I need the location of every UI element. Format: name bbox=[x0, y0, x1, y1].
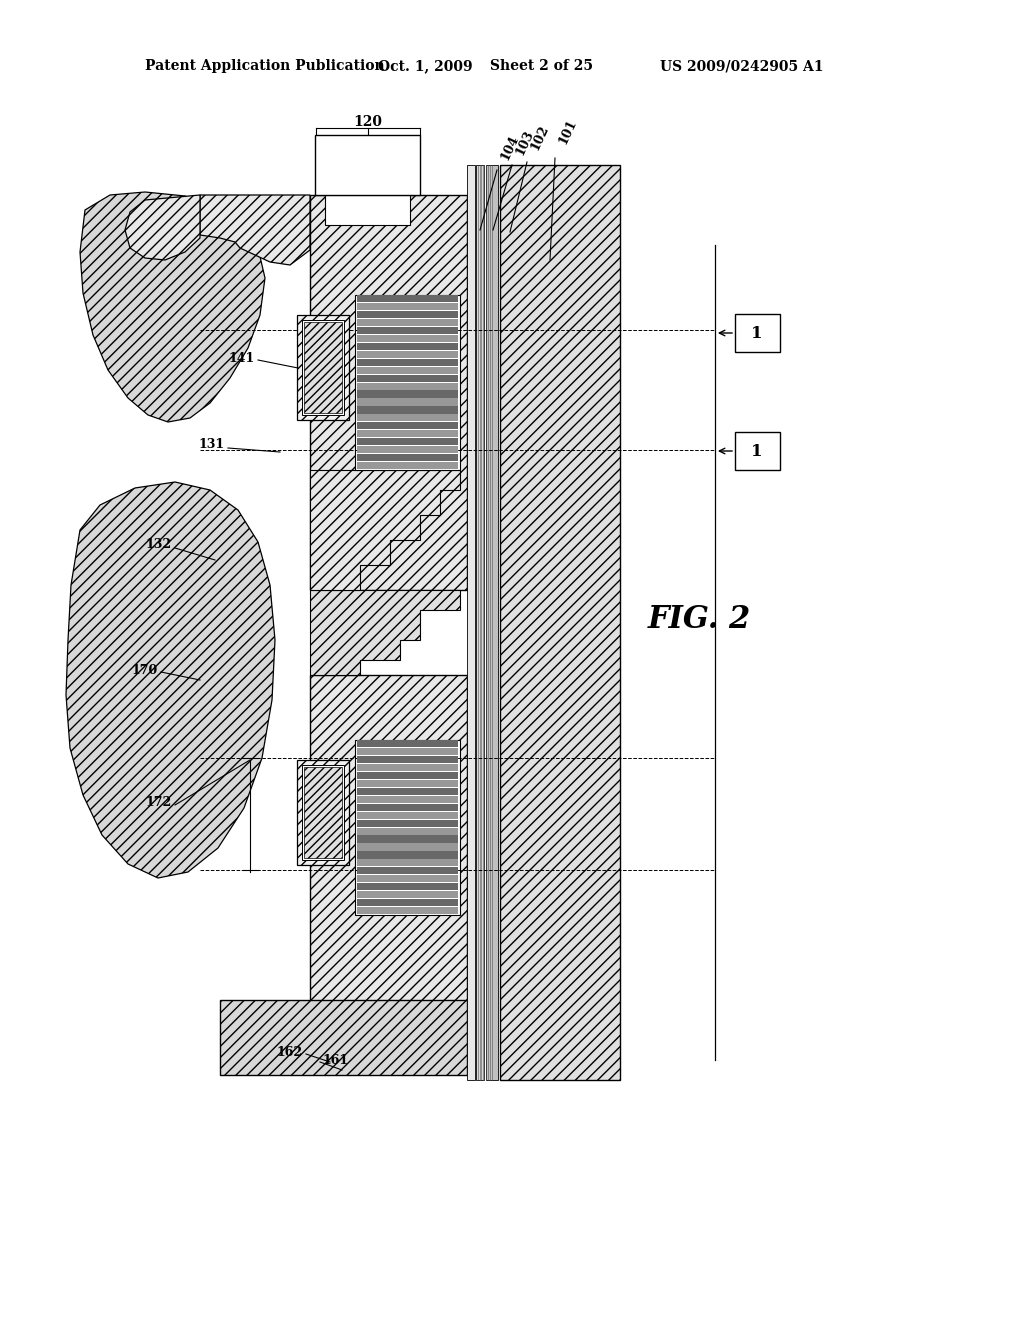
Bar bbox=[467, 165, 475, 1080]
Bar bbox=[357, 899, 458, 907]
Bar bbox=[357, 335, 458, 342]
Bar bbox=[357, 883, 458, 891]
Polygon shape bbox=[310, 470, 460, 590]
Text: 120: 120 bbox=[353, 115, 383, 129]
Text: 1: 1 bbox=[752, 442, 763, 459]
Text: 1: 1 bbox=[752, 325, 763, 342]
Text: 103: 103 bbox=[513, 128, 536, 157]
Bar bbox=[357, 399, 458, 405]
Bar bbox=[357, 438, 458, 445]
Bar bbox=[357, 875, 458, 882]
Bar bbox=[357, 414, 458, 421]
Bar bbox=[735, 314, 780, 352]
Bar bbox=[357, 430, 458, 437]
Bar bbox=[220, 1001, 467, 1074]
Bar bbox=[357, 351, 458, 358]
Bar bbox=[357, 375, 458, 381]
Bar bbox=[357, 772, 458, 779]
Text: 101: 101 bbox=[556, 117, 579, 147]
Bar bbox=[310, 195, 467, 590]
Bar bbox=[357, 780, 458, 787]
Bar bbox=[357, 891, 458, 899]
Bar bbox=[357, 343, 458, 350]
Bar bbox=[297, 315, 349, 420]
Bar bbox=[357, 391, 458, 397]
Text: Sheet 2 of 25: Sheet 2 of 25 bbox=[490, 59, 593, 73]
Bar bbox=[357, 867, 458, 874]
Bar bbox=[476, 165, 484, 1080]
Bar bbox=[357, 812, 458, 818]
Text: 104: 104 bbox=[498, 133, 521, 162]
Bar bbox=[357, 748, 458, 755]
Bar bbox=[310, 675, 467, 1065]
Bar bbox=[302, 766, 344, 861]
Bar bbox=[357, 804, 458, 810]
Text: US 2009/0242905 A1: US 2009/0242905 A1 bbox=[660, 59, 823, 73]
Bar bbox=[325, 195, 410, 224]
Polygon shape bbox=[125, 195, 200, 260]
Bar bbox=[357, 788, 458, 795]
Text: Patent Application Publication: Patent Application Publication bbox=[145, 59, 385, 73]
Bar bbox=[486, 165, 498, 1080]
Bar bbox=[357, 327, 458, 334]
Bar bbox=[357, 422, 458, 429]
Bar bbox=[735, 432, 780, 470]
Text: 161: 161 bbox=[322, 1053, 348, 1067]
Bar bbox=[357, 764, 458, 771]
Text: 102: 102 bbox=[528, 123, 551, 153]
Bar bbox=[357, 843, 458, 850]
Text: 162: 162 bbox=[276, 1045, 303, 1059]
Bar bbox=[357, 294, 458, 302]
Bar bbox=[357, 446, 458, 453]
Text: 132: 132 bbox=[145, 539, 172, 552]
Bar bbox=[357, 407, 458, 413]
Bar bbox=[357, 304, 458, 310]
Text: Oct. 1, 2009: Oct. 1, 2009 bbox=[378, 59, 473, 73]
Bar bbox=[355, 741, 460, 915]
Bar bbox=[357, 796, 458, 803]
Bar bbox=[357, 359, 458, 366]
Bar bbox=[357, 741, 458, 747]
Bar bbox=[315, 135, 420, 195]
Text: 141: 141 bbox=[228, 351, 255, 364]
Polygon shape bbox=[310, 590, 460, 675]
Text: 131: 131 bbox=[199, 438, 225, 451]
Text: 170: 170 bbox=[132, 664, 158, 676]
Bar bbox=[357, 859, 458, 866]
Bar bbox=[357, 319, 458, 326]
Bar bbox=[357, 312, 458, 318]
Bar bbox=[357, 383, 458, 389]
Bar bbox=[357, 851, 458, 858]
Bar bbox=[357, 367, 458, 374]
Bar bbox=[304, 767, 342, 858]
Text: 172: 172 bbox=[145, 796, 172, 809]
Bar bbox=[357, 462, 458, 469]
Bar bbox=[357, 828, 458, 834]
Bar bbox=[357, 836, 458, 842]
Bar bbox=[357, 756, 458, 763]
Bar bbox=[500, 165, 620, 1080]
Bar bbox=[357, 454, 458, 461]
Text: FIG. 2: FIG. 2 bbox=[648, 605, 752, 635]
Polygon shape bbox=[80, 191, 265, 422]
Polygon shape bbox=[66, 482, 275, 878]
Bar bbox=[297, 760, 349, 865]
Bar bbox=[304, 322, 342, 413]
Bar bbox=[357, 820, 458, 826]
Bar bbox=[302, 319, 344, 414]
Polygon shape bbox=[200, 195, 310, 265]
Bar bbox=[357, 907, 458, 915]
Bar bbox=[355, 294, 460, 470]
